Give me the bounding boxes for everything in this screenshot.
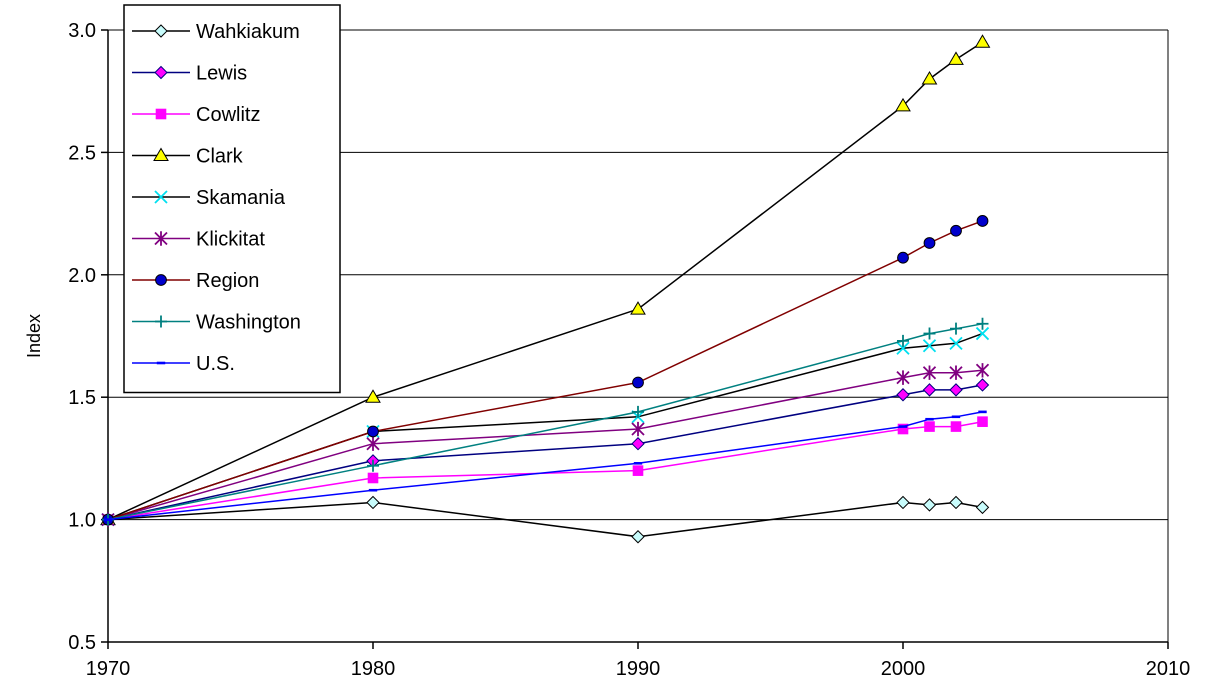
- asterisk-marker: [949, 365, 963, 380]
- square-marker: [632, 465, 644, 476]
- diamond-marker: [154, 24, 168, 38]
- series-region: [102, 215, 989, 526]
- legend-item: Wahkiakum: [132, 21, 300, 43]
- asterisk-marker: [896, 370, 910, 385]
- square-marker: [924, 421, 935, 432]
- plus-marker: [976, 317, 989, 330]
- x-marker: [922, 339, 937, 353]
- series-line: [107, 411, 983, 521]
- circle-marker: [976, 215, 989, 227]
- legend-item: Lewis: [132, 63, 247, 85]
- legend-item: Skamania: [132, 187, 286, 209]
- x-marker: [154, 190, 168, 204]
- series-layer: [100, 34, 991, 544]
- plus-marker: [632, 405, 644, 418]
- asterisk-marker: [366, 436, 380, 451]
- diamond-marker: [896, 495, 910, 510]
- legend-label: Skamania: [196, 187, 286, 209]
- legend-label: Wahkiakum: [196, 21, 300, 43]
- y-axis-title: Index: [24, 314, 44, 358]
- circle-marker: [155, 274, 167, 286]
- triangle-marker: [153, 147, 169, 161]
- legend-label: Clark: [196, 146, 244, 168]
- diamond-marker: [631, 530, 645, 544]
- asterisk-marker: [154, 231, 168, 246]
- diamond-marker: [949, 495, 963, 510]
- square-marker: [950, 421, 962, 432]
- legend-label: U.S.: [196, 353, 235, 375]
- legend: Wahkiakum Lewis Cowlitz Clark Skamania Klicki…: [123, 4, 341, 394]
- square-marker: [897, 423, 909, 435]
- plus-marker: [897, 334, 909, 347]
- y-tick-label: 0.5: [68, 632, 96, 654]
- y-tick-label: 1.5: [68, 387, 96, 409]
- circle-marker: [923, 237, 936, 249]
- circle-marker: [897, 251, 909, 264]
- diamond-marker: [922, 498, 937, 512]
- legend-item: U.S.: [132, 353, 235, 375]
- diamond-marker: [975, 500, 990, 515]
- triangle-marker: [948, 51, 964, 65]
- circle-marker: [367, 425, 379, 438]
- legend-label: Lewis: [196, 63, 247, 85]
- asterisk-marker: [631, 421, 645, 437]
- y-tick-label: 3.0: [68, 20, 96, 42]
- series-cowlitz: [102, 416, 988, 525]
- legend-item: Klickitat: [132, 229, 265, 251]
- circle-marker: [950, 224, 962, 237]
- triangle-marker: [365, 389, 381, 403]
- x-tick-label: 1990: [616, 658, 661, 680]
- x-tick-label: 1970: [86, 658, 131, 680]
- y-tick-label: 2.0: [68, 265, 96, 287]
- x-marker: [975, 326, 990, 341]
- diamond-marker: [366, 495, 380, 510]
- legend-item: Clark: [132, 146, 244, 168]
- y-tick-label: 1.0: [68, 510, 96, 532]
- triangle-marker: [630, 301, 646, 315]
- square-marker: [977, 416, 988, 427]
- series-klickitat: [101, 363, 990, 527]
- legend-item: Washington: [132, 312, 301, 334]
- y-tick-label: 2.5: [68, 142, 96, 164]
- x-tick-labels: 1970 1980 1990 2000 2010: [86, 642, 1191, 680]
- diamond-marker: [949, 383, 963, 397]
- asterisk-marker: [975, 363, 990, 378]
- legend-label: Region: [196, 270, 259, 292]
- legend-item: Region: [132, 270, 259, 292]
- diamond-marker: [154, 65, 168, 80]
- triangle-marker: [921, 70, 938, 85]
- legend-label: Washington: [196, 312, 301, 334]
- x-marker: [949, 336, 963, 350]
- plus-marker: [923, 327, 936, 340]
- legend-label: Klickitat: [196, 229, 265, 251]
- legend-item: Cowlitz: [132, 104, 260, 126]
- y-tick-labels: 0.5 1.0 1.5 2.0 2.5 3.0: [68, 20, 108, 654]
- circle-marker: [632, 376, 644, 389]
- x-tick-label: 2010: [1146, 658, 1191, 680]
- triangle-marker: [974, 34, 991, 48]
- legend-label: Cowlitz: [196, 104, 260, 126]
- x-marker: [896, 341, 910, 355]
- x-tick-label: 2000: [881, 658, 926, 680]
- square-marker: [367, 472, 379, 484]
- square-marker: [155, 108, 167, 120]
- triangle-marker: [895, 97, 911, 112]
- diamond-marker: [975, 378, 990, 392]
- series-u-s: [103, 410, 987, 521]
- asterisk-marker: [922, 365, 937, 380]
- diamond-marker: [922, 383, 937, 397]
- plus-marker: [950, 322, 962, 335]
- x-tick-label: 1980: [351, 658, 396, 680]
- series-lewis: [101, 378, 990, 527]
- plus-marker: [367, 459, 379, 472]
- plus-marker: [155, 315, 167, 328]
- diamond-marker: [896, 388, 910, 402]
- diamond-marker: [631, 437, 645, 451]
